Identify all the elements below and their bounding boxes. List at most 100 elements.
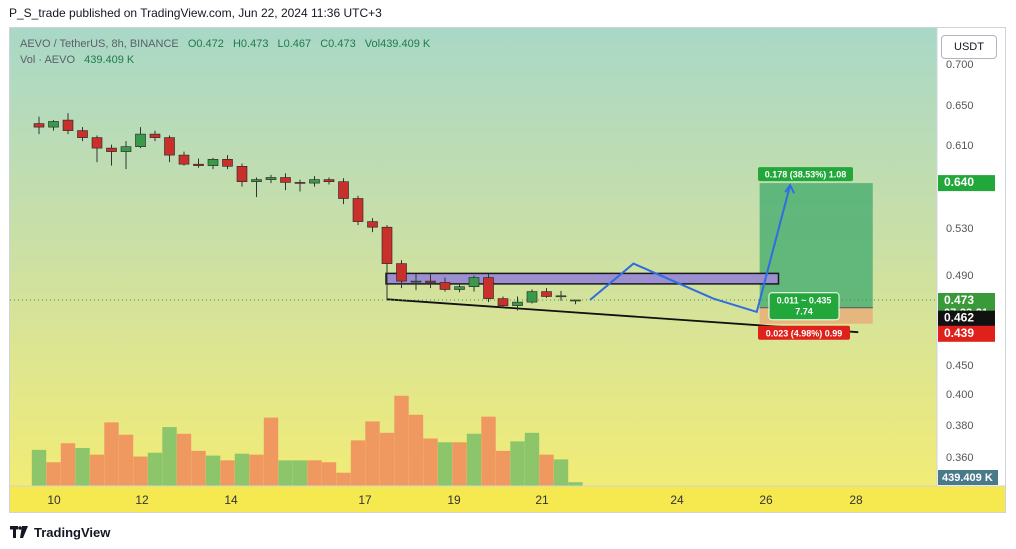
price-tick-label: 0.610 bbox=[946, 140, 974, 152]
volume-bar bbox=[89, 454, 105, 486]
price-tick-label: 0.400 bbox=[946, 389, 974, 401]
candle-body bbox=[541, 291, 552, 297]
volume-bar bbox=[307, 460, 322, 486]
volume-bar bbox=[118, 434, 134, 486]
volume-indicator-value: 439.409 K bbox=[84, 54, 135, 66]
volume-bar bbox=[321, 462, 337, 486]
price-tick-label: 0.450 bbox=[946, 360, 974, 372]
entry-label-line2: 7.74 bbox=[795, 307, 813, 317]
volume-bar bbox=[133, 456, 148, 486]
volume-bar bbox=[437, 442, 453, 486]
volume-bar bbox=[423, 438, 438, 486]
candle-body bbox=[555, 295, 567, 298]
volume-bar bbox=[75, 448, 90, 486]
stop-price-badge-box bbox=[938, 325, 995, 342]
candle-body bbox=[265, 177, 277, 180]
chart-frame: 0.178 (38.53%) 1.08 0.011 ~ 0.435 7.74 0.02… bbox=[9, 27, 1006, 513]
time-tick-label: 21 bbox=[535, 493, 549, 507]
time-tick-label: 24 bbox=[670, 493, 684, 507]
volume-bar bbox=[147, 452, 163, 486]
volume-bar bbox=[365, 421, 380, 486]
volume-bar bbox=[176, 433, 192, 486]
candle-body bbox=[193, 163, 204, 166]
candle-body bbox=[410, 280, 422, 283]
volume-bar bbox=[495, 450, 511, 486]
candle-body bbox=[48, 121, 59, 128]
target-price-badge: 0.640 bbox=[944, 175, 974, 189]
volume-bar bbox=[191, 450, 206, 486]
candle-body bbox=[526, 291, 538, 303]
target-price-badge-box bbox=[938, 175, 995, 192]
time-tick-label: 26 bbox=[759, 493, 773, 507]
volume-bar bbox=[205, 455, 221, 486]
time-tick-label: 10 bbox=[47, 493, 61, 507]
legend-low: L0.467 bbox=[277, 38, 312, 50]
publisher-line: P_S_trade published on TradingView.com, … bbox=[9, 6, 382, 20]
candle-body bbox=[77, 130, 88, 138]
current-price-badge: 0.473 bbox=[944, 293, 974, 307]
volume-badge: 439.409 K bbox=[942, 472, 993, 484]
candle-body bbox=[106, 147, 117, 152]
price-tick-label: 0.380 bbox=[946, 420, 974, 432]
candle-body bbox=[222, 159, 233, 167]
projection-arrowhead bbox=[784, 183, 795, 194]
volume-badge-box bbox=[938, 470, 998, 485]
volume-bar bbox=[31, 449, 47, 486]
stop-label: 0.023 (4.98%) 0.99 bbox=[766, 328, 843, 338]
time-axis-bg bbox=[10, 486, 1005, 512]
candle-body bbox=[149, 133, 161, 138]
candle-body bbox=[251, 179, 262, 183]
candle-body bbox=[570, 299, 581, 302]
price-tick-label: 0.530 bbox=[946, 223, 974, 235]
candle-body bbox=[309, 179, 320, 184]
target-label-box bbox=[758, 167, 853, 182]
candle-body bbox=[512, 301, 523, 306]
entry-label-line1: 0.011 ~ 0.435 bbox=[777, 296, 832, 306]
tradingview-logo-icon bbox=[10, 526, 28, 538]
footer-brand: TradingView bbox=[34, 524, 111, 540]
legend-symbol: AEVO / TetherUS, 8h, BINANCE bbox=[20, 38, 179, 50]
candle-body bbox=[439, 282, 451, 290]
currency-button[interactable]: USDT bbox=[941, 35, 997, 59]
stop-label-box bbox=[758, 325, 850, 340]
time-tick-label: 28 bbox=[849, 493, 863, 507]
time-tick-label: 14 bbox=[224, 493, 238, 507]
candle-body bbox=[497, 298, 509, 306]
volume-bar bbox=[278, 460, 293, 486]
volume-bar bbox=[220, 460, 235, 486]
entry-price-badge: 0.462 bbox=[944, 311, 974, 325]
legend-volume: Vol439.409 K bbox=[364, 38, 431, 50]
target-zone bbox=[759, 183, 873, 308]
candle-body bbox=[323, 179, 335, 183]
candle-body bbox=[367, 221, 378, 228]
volume-bar bbox=[46, 462, 61, 486]
price-tick-label: 0.700 bbox=[946, 59, 974, 71]
volume-indicator-label: Vol · AEVO bbox=[20, 54, 76, 66]
candle-body bbox=[135, 133, 146, 147]
volume-bar bbox=[524, 432, 540, 486]
time-tick-label: 17 bbox=[358, 493, 372, 507]
candle-body bbox=[207, 159, 219, 166]
target-label: 0.178 (38.53%) 1.08 bbox=[765, 170, 847, 180]
legend-open: O0.472 bbox=[187, 38, 224, 50]
time-tick-label: 12 bbox=[135, 493, 149, 507]
volume-bar bbox=[452, 442, 467, 486]
supply-zone-box bbox=[385, 272, 780, 285]
volume-bar bbox=[379, 432, 395, 486]
candle-body bbox=[483, 277, 494, 299]
volume-bar bbox=[466, 433, 482, 486]
price-tick-label: 0.490 bbox=[946, 270, 974, 282]
candle-body bbox=[396, 263, 407, 282]
volume-bar bbox=[394, 395, 409, 486]
candle-body bbox=[294, 182, 306, 184]
volume-bar bbox=[249, 454, 264, 486]
candle-body bbox=[178, 154, 190, 165]
chart-legend: AEVO / TetherUS, 8h, BINANCE O0.472 H0.4… bbox=[20, 36, 430, 68]
volume-bar bbox=[481, 416, 496, 486]
volume-bar bbox=[162, 427, 177, 486]
candle-body bbox=[338, 181, 349, 199]
volume-bar bbox=[292, 460, 308, 486]
candle-body bbox=[425, 280, 436, 283]
candle-body bbox=[236, 166, 248, 183]
